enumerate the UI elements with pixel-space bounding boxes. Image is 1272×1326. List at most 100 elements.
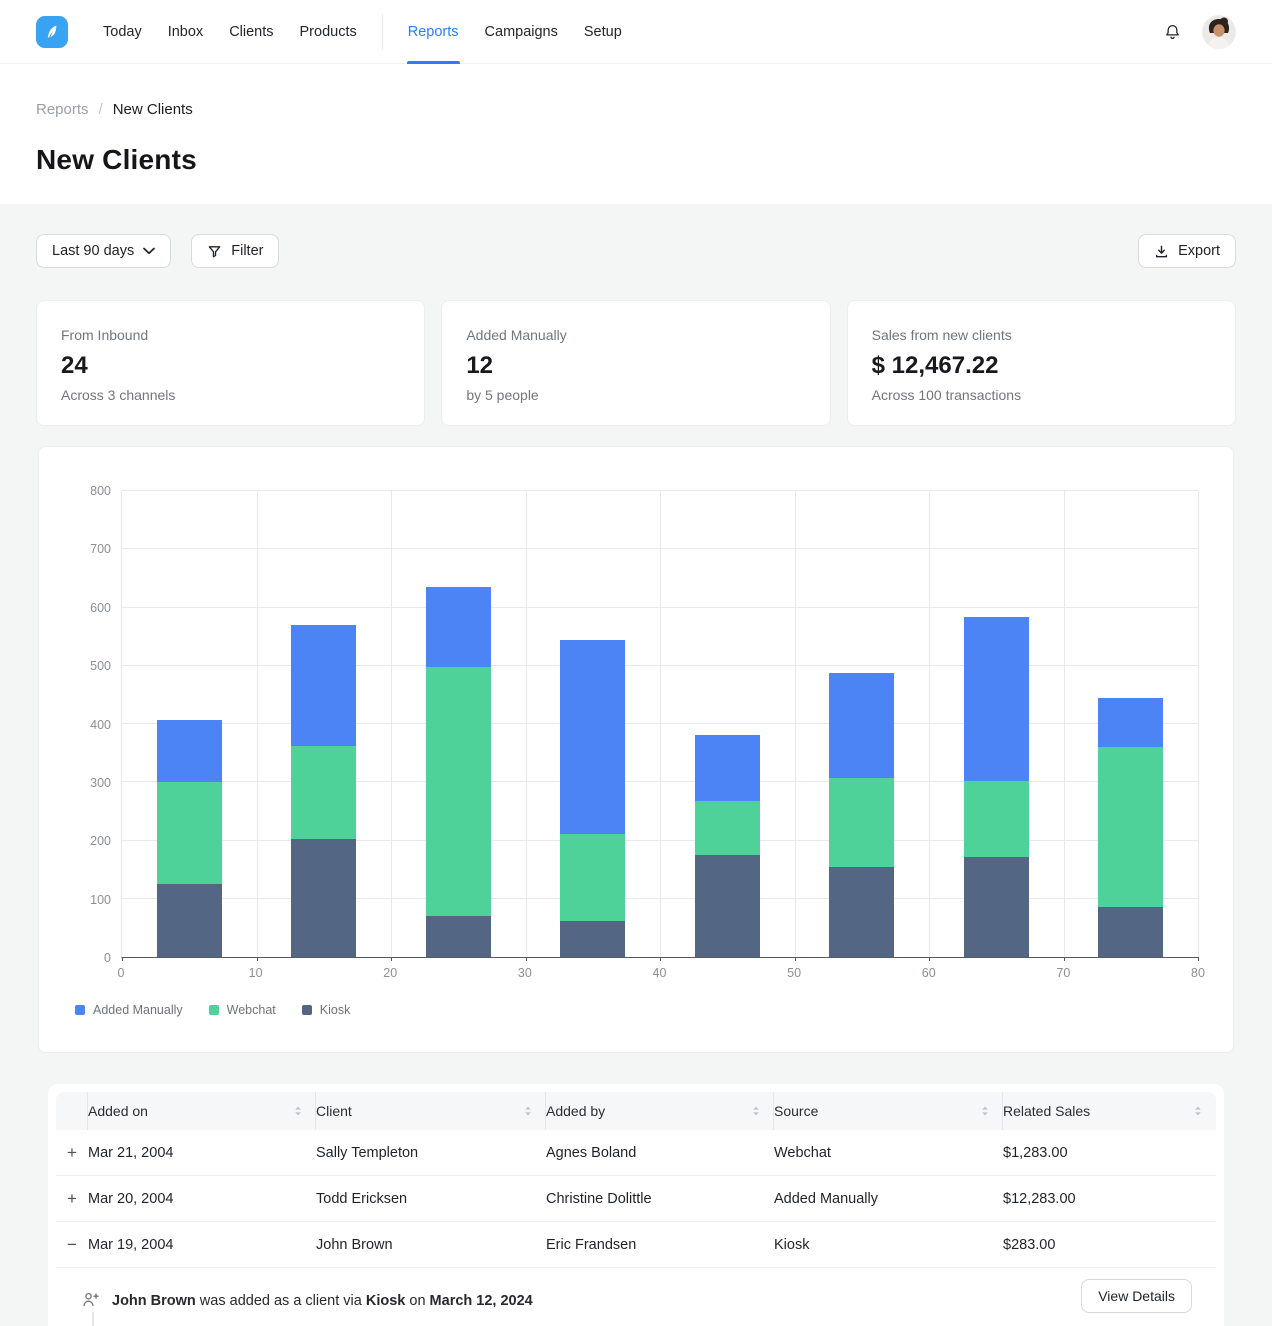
x-tick-label: 10 [249,966,263,980]
x-tick-label: 50 [787,966,801,980]
y-tick-label: 200 [90,834,111,848]
legend-label: Kiosk [320,1003,351,1017]
cell-source: Added Manually [774,1191,1003,1207]
cell-related-sales: $283.00 [1003,1237,1216,1253]
table-header-added-by[interactable]: Added by [546,1092,774,1130]
person-add-icon [82,1291,100,1314]
chevron-down-icon [143,247,155,255]
top-navigation: Today Inbox Clients Products Reports Cam… [0,0,1272,64]
new-clients-table: Added on Client Added by Source Related … [48,1084,1224,1326]
legend-item: Webchat [209,1003,276,1017]
stat-value: $ 12,467.22 [872,352,1211,380]
y-tick-label: 700 [90,542,111,556]
nav-item-today[interactable]: Today [90,0,155,64]
filter-funnel-icon [207,244,222,259]
nav-item-campaigns[interactable]: Campaigns [472,0,571,64]
sort-icon[interactable] [1194,1106,1202,1116]
table-header-client[interactable]: Client [316,1092,546,1130]
legend-label: Webchat [227,1003,276,1017]
cell-related-sales: $12,283.00 [1003,1191,1216,1207]
y-tick-label: 800 [90,484,111,498]
export-label: Export [1178,243,1220,259]
app-logo[interactable] [36,16,68,48]
x-tick-mark [122,957,123,961]
cell-added-by: Agnes Boland [546,1145,774,1161]
bar-segment-webchat [291,746,356,840]
sort-icon[interactable] [294,1106,302,1116]
page-header: Today Inbox Clients Products Reports Cam… [0,0,1272,204]
y-tick-label: 0 [104,951,111,965]
nav-divider [382,14,383,50]
bar-segment-kiosk [695,855,760,957]
x-tick-mark [660,957,661,961]
user-avatar[interactable] [1202,15,1236,49]
nav-item-setup[interactable]: Setup [571,0,635,64]
sort-icon[interactable] [752,1106,760,1116]
legend-item: Added Manually [75,1003,183,1017]
page-title: New Clients [0,118,1272,204]
bar-segment-added-manually [157,720,222,782]
cell-source: Webchat [774,1145,1003,1161]
cell-added-on: Mar 21, 2004 [88,1145,316,1161]
bar-segment-kiosk [1098,907,1163,957]
bar-segment-webchat [1098,747,1163,907]
collapse-row-button[interactable]: − [56,1235,88,1255]
cell-related-sales: $1,283.00 [1003,1145,1216,1161]
nav-item-products[interactable]: Products [287,0,370,64]
y-tick-label: 600 [90,601,111,615]
stat-label: Added Manually [466,327,805,343]
nav-item-inbox[interactable]: Inbox [155,0,216,64]
cell-source: Kiosk [774,1237,1003,1253]
table-header-related-sales[interactable]: Related Sales [1003,1092,1216,1130]
column-label: Related Sales [1003,1103,1090,1119]
sort-icon[interactable] [524,1106,532,1116]
bar-segment-added-manually [426,587,491,667]
bar-segment-added-manually [291,625,356,746]
cell-client: Sally Templeton [316,1145,546,1161]
expand-row-button[interactable]: + [56,1143,88,1163]
table-header-added-on[interactable]: Added on [88,1092,316,1130]
view-details-button[interactable]: View Details [1081,1279,1192,1313]
stat-label: Sales from new clients [872,327,1211,343]
nav-item-reports[interactable]: Reports [395,0,472,64]
stat-card-sales: Sales from new clients $ 12,467.22 Acros… [847,300,1236,426]
y-tick-label: 400 [90,718,111,732]
column-label: Added by [546,1103,605,1119]
table-row: + Mar 21, 2004 Sally Templeton Agnes Bol… [56,1130,1216,1176]
x-tick-mark [526,957,527,961]
gridline-vertical [1198,491,1199,957]
table-header-source[interactable]: Source [774,1092,1003,1130]
gridline-vertical [660,491,661,957]
gridline-vertical [1064,491,1065,957]
x-tick-label: 60 [922,966,936,980]
nav-item-clients[interactable]: Clients [216,0,286,64]
cell-added-by: Christine Dolittle [546,1191,774,1207]
gridline-vertical [929,491,930,957]
filter-button[interactable]: Filter [191,234,279,268]
x-tick-mark [257,957,258,961]
bar-segment-webchat [426,667,491,916]
date-range-label: Last 90 days [52,243,134,259]
column-label: Client [316,1103,352,1119]
export-button[interactable]: Export [1138,234,1236,268]
stat-subtext: by 5 people [466,387,805,403]
x-tick-label: 80 [1191,966,1205,980]
sort-icon[interactable] [981,1106,989,1116]
expand-row-button[interactable]: + [56,1189,88,1209]
notifications-bell-icon[interactable] [1160,20,1184,44]
legend-item: Kiosk [302,1003,351,1017]
cell-added-by: Eric Frandsen [546,1237,774,1253]
x-tick-mark [795,957,796,961]
bar-segment-kiosk [291,839,356,957]
report-toolbar: Last 90 days Filter Export [36,234,1236,268]
legend-swatch [75,1005,85,1015]
breadcrumb-reports-link[interactable]: Reports [36,101,89,118]
breadcrumb: Reports / New Clients [0,64,1272,118]
chart-legend: Added Manually Webchat Kiosk [75,1003,350,1017]
bar-segment-kiosk [426,916,491,957]
table-row: + Mar 20, 2004 Todd Ericksen Christine D… [56,1176,1216,1222]
x-tick-label: 30 [518,966,532,980]
y-axis-labels: 0100200300400500600700800 [39,491,111,958]
x-tick-mark [929,957,930,961]
date-range-dropdown[interactable]: Last 90 days [36,234,171,268]
